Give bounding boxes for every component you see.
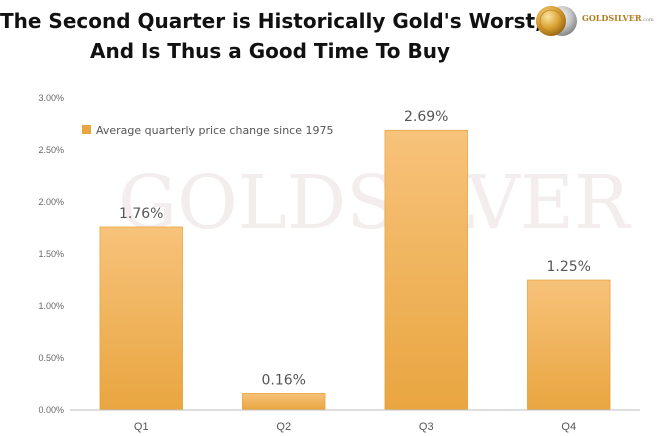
y-tick-label: 0.00% — [38, 405, 64, 415]
legend-swatch — [82, 125, 91, 134]
x-category-label: Q4 — [561, 421, 576, 433]
y-tick-label: 1.50% — [38, 249, 64, 259]
x-category-label: Q2 — [276, 421, 291, 433]
goldsilver-logo: GOLDSILVER.com — [535, 2, 667, 40]
watermark-text: GOLDSILVER — [118, 160, 632, 246]
logo-wordmark: GOLDSILVER — [582, 13, 642, 23]
gold-silver-coins-icon — [536, 6, 577, 36]
x-category-label: Q1 — [134, 421, 149, 433]
bar-q3 — [384, 129, 468, 411]
logo-domain-suffix: .com — [641, 17, 654, 23]
legend-label: Average quarterly price change since 197… — [96, 124, 333, 137]
bar-q2 — [242, 393, 326, 411]
x-category-label: Q3 — [419, 421, 434, 433]
legend: Average quarterly price change since 197… — [82, 124, 333, 137]
data-label-q2: 0.16% — [262, 372, 306, 388]
chart-title: The Second Quarter is Historically Gold'… — [0, 6, 543, 66]
y-tick-label: 2.50% — [38, 145, 64, 155]
data-label-q1: 1.76% — [119, 206, 163, 222]
y-tick-label: 2.00% — [38, 197, 64, 207]
bar-q1 — [99, 226, 183, 411]
y-tick-label: 3.00% — [38, 93, 64, 103]
data-label-q3: 2.69% — [404, 109, 448, 125]
y-tick-label: 1.00% — [38, 301, 64, 311]
chart-title-line-1: The Second Quarter is Historically Gold'… — [0, 9, 543, 33]
x-axis-categories: Q1 Q2 Q3 Q4 — [134, 421, 576, 433]
bar-q4 — [527, 279, 611, 411]
y-axis-ticks: 0.00% 0.50% 1.00% 1.50% 2.00% 2.50% 3.00% — [38, 93, 64, 415]
y-tick-label: 0.50% — [38, 353, 64, 363]
chart-title-line-2: And Is Thus a Good Time To Buy — [90, 39, 450, 63]
data-label-q4: 1.25% — [547, 259, 591, 275]
bars: 1.76% 0.16% 2.69% 1.25% — [99, 109, 611, 411]
